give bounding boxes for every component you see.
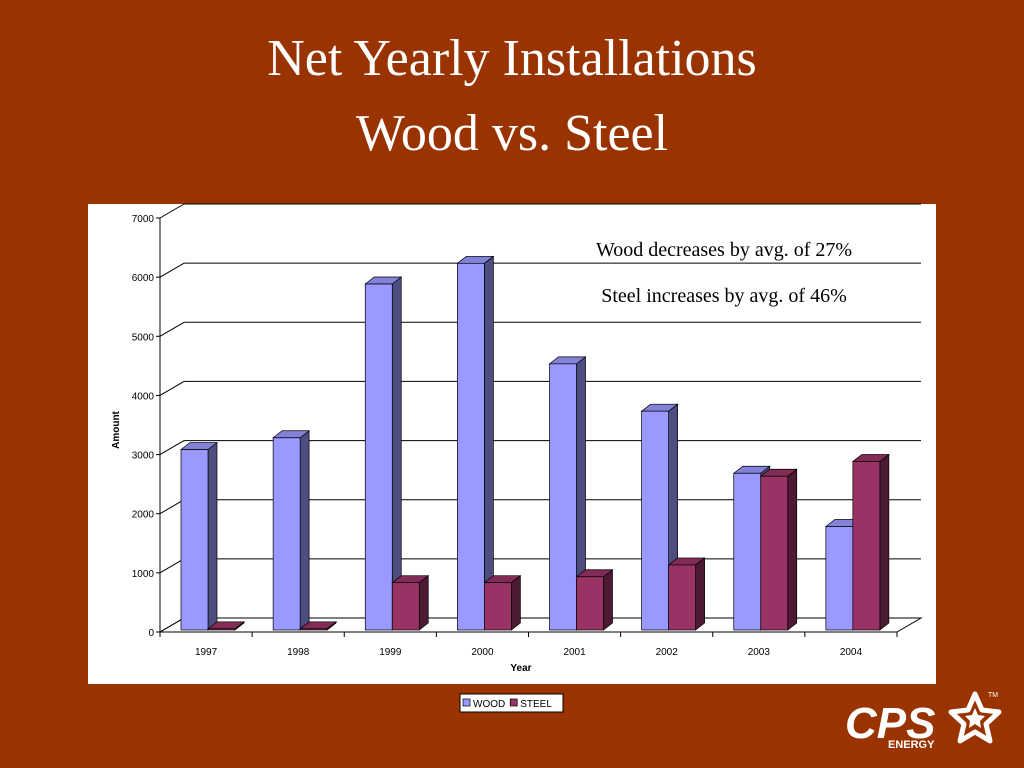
grid-line — [159, 440, 185, 456]
grid-line — [159, 499, 185, 515]
bar — [852, 461, 881, 631]
bar — [641, 410, 669, 631]
y-tick-label: 2000 — [132, 510, 155, 521]
bar-side — [787, 468, 798, 631]
grid-line — [159, 617, 185, 633]
bar — [272, 437, 301, 631]
plot: 0 1000 2000 3000 4000 5000 6000 7000 1997 1998 199… — [132, 203, 923, 658]
legend-swatch — [509, 698, 518, 707]
y-tick-label: 3000 — [132, 451, 155, 462]
logo-subtext: ENERGY — [888, 739, 935, 751]
bar — [825, 526, 854, 631]
chart-subtitle: Wood vs. Steel — [356, 105, 668, 162]
bar — [207, 628, 236, 631]
bar-side — [484, 255, 494, 631]
bar-side — [879, 453, 890, 631]
y-tick-label: 7000 — [132, 214, 155, 225]
legend-items: WOOD STEEL — [462, 698, 552, 710]
logo: CPS ENERGY TM — [845, 691, 1002, 751]
logo-star-inner — [965, 708, 985, 728]
annotation: Steel increases by avg. of 46% — [601, 285, 846, 307]
bar — [364, 283, 393, 631]
bar — [180, 449, 209, 631]
y-tick-label: 6000 — [132, 273, 155, 284]
annotation: Wood decreases by avg. of 27% — [596, 239, 852, 261]
bar-side — [511, 574, 521, 631]
logo-star — [948, 691, 1002, 744]
x-tick-label: 1998 — [287, 647, 310, 658]
grid-line — [159, 558, 185, 574]
x-tick-label: 1997 — [195, 647, 218, 658]
legend-swatch — [462, 698, 471, 707]
legend-label: WOOD — [473, 699, 505, 710]
chart-title: Net Yearly Installations — [267, 30, 757, 87]
x-tick-label: 2003 — [748, 647, 771, 658]
bar-side — [207, 441, 218, 631]
x-tick-label: 1999 — [379, 647, 402, 658]
logo-text: CPS — [845, 699, 935, 748]
x-tick-label: 2001 — [563, 647, 586, 658]
grid-line — [159, 321, 185, 337]
x-tick-label: 2004 — [840, 647, 863, 658]
legend-label: STEEL — [520, 699, 552, 710]
bar-side — [299, 430, 310, 631]
bar-side — [418, 574, 429, 631]
bar — [484, 582, 512, 631]
x-tick-label: 2002 — [656, 647, 679, 658]
bar — [299, 628, 328, 631]
bar — [668, 564, 696, 631]
grid-line — [159, 380, 185, 396]
bar — [760, 475, 789, 631]
grid-line — [159, 262, 185, 278]
bar — [733, 472, 762, 631]
bar-side — [695, 557, 705, 631]
bar — [457, 262, 485, 631]
y-tick-label: 1000 — [132, 569, 155, 580]
x-axis-title: Year — [510, 663, 531, 674]
grid-line — [159, 203, 185, 219]
y-tick-label: 0 — [148, 628, 154, 639]
y-tick-label: 4000 — [132, 391, 155, 402]
x-tick-label: 2000 — [471, 647, 494, 658]
bar-side — [603, 569, 613, 631]
y-axis-title: Amount — [111, 410, 122, 448]
bar — [576, 576, 604, 631]
y-tick-label: 5000 — [132, 332, 155, 343]
logo-mark: TM — [988, 692, 998, 699]
bar — [391, 582, 420, 631]
bar — [549, 363, 577, 631]
